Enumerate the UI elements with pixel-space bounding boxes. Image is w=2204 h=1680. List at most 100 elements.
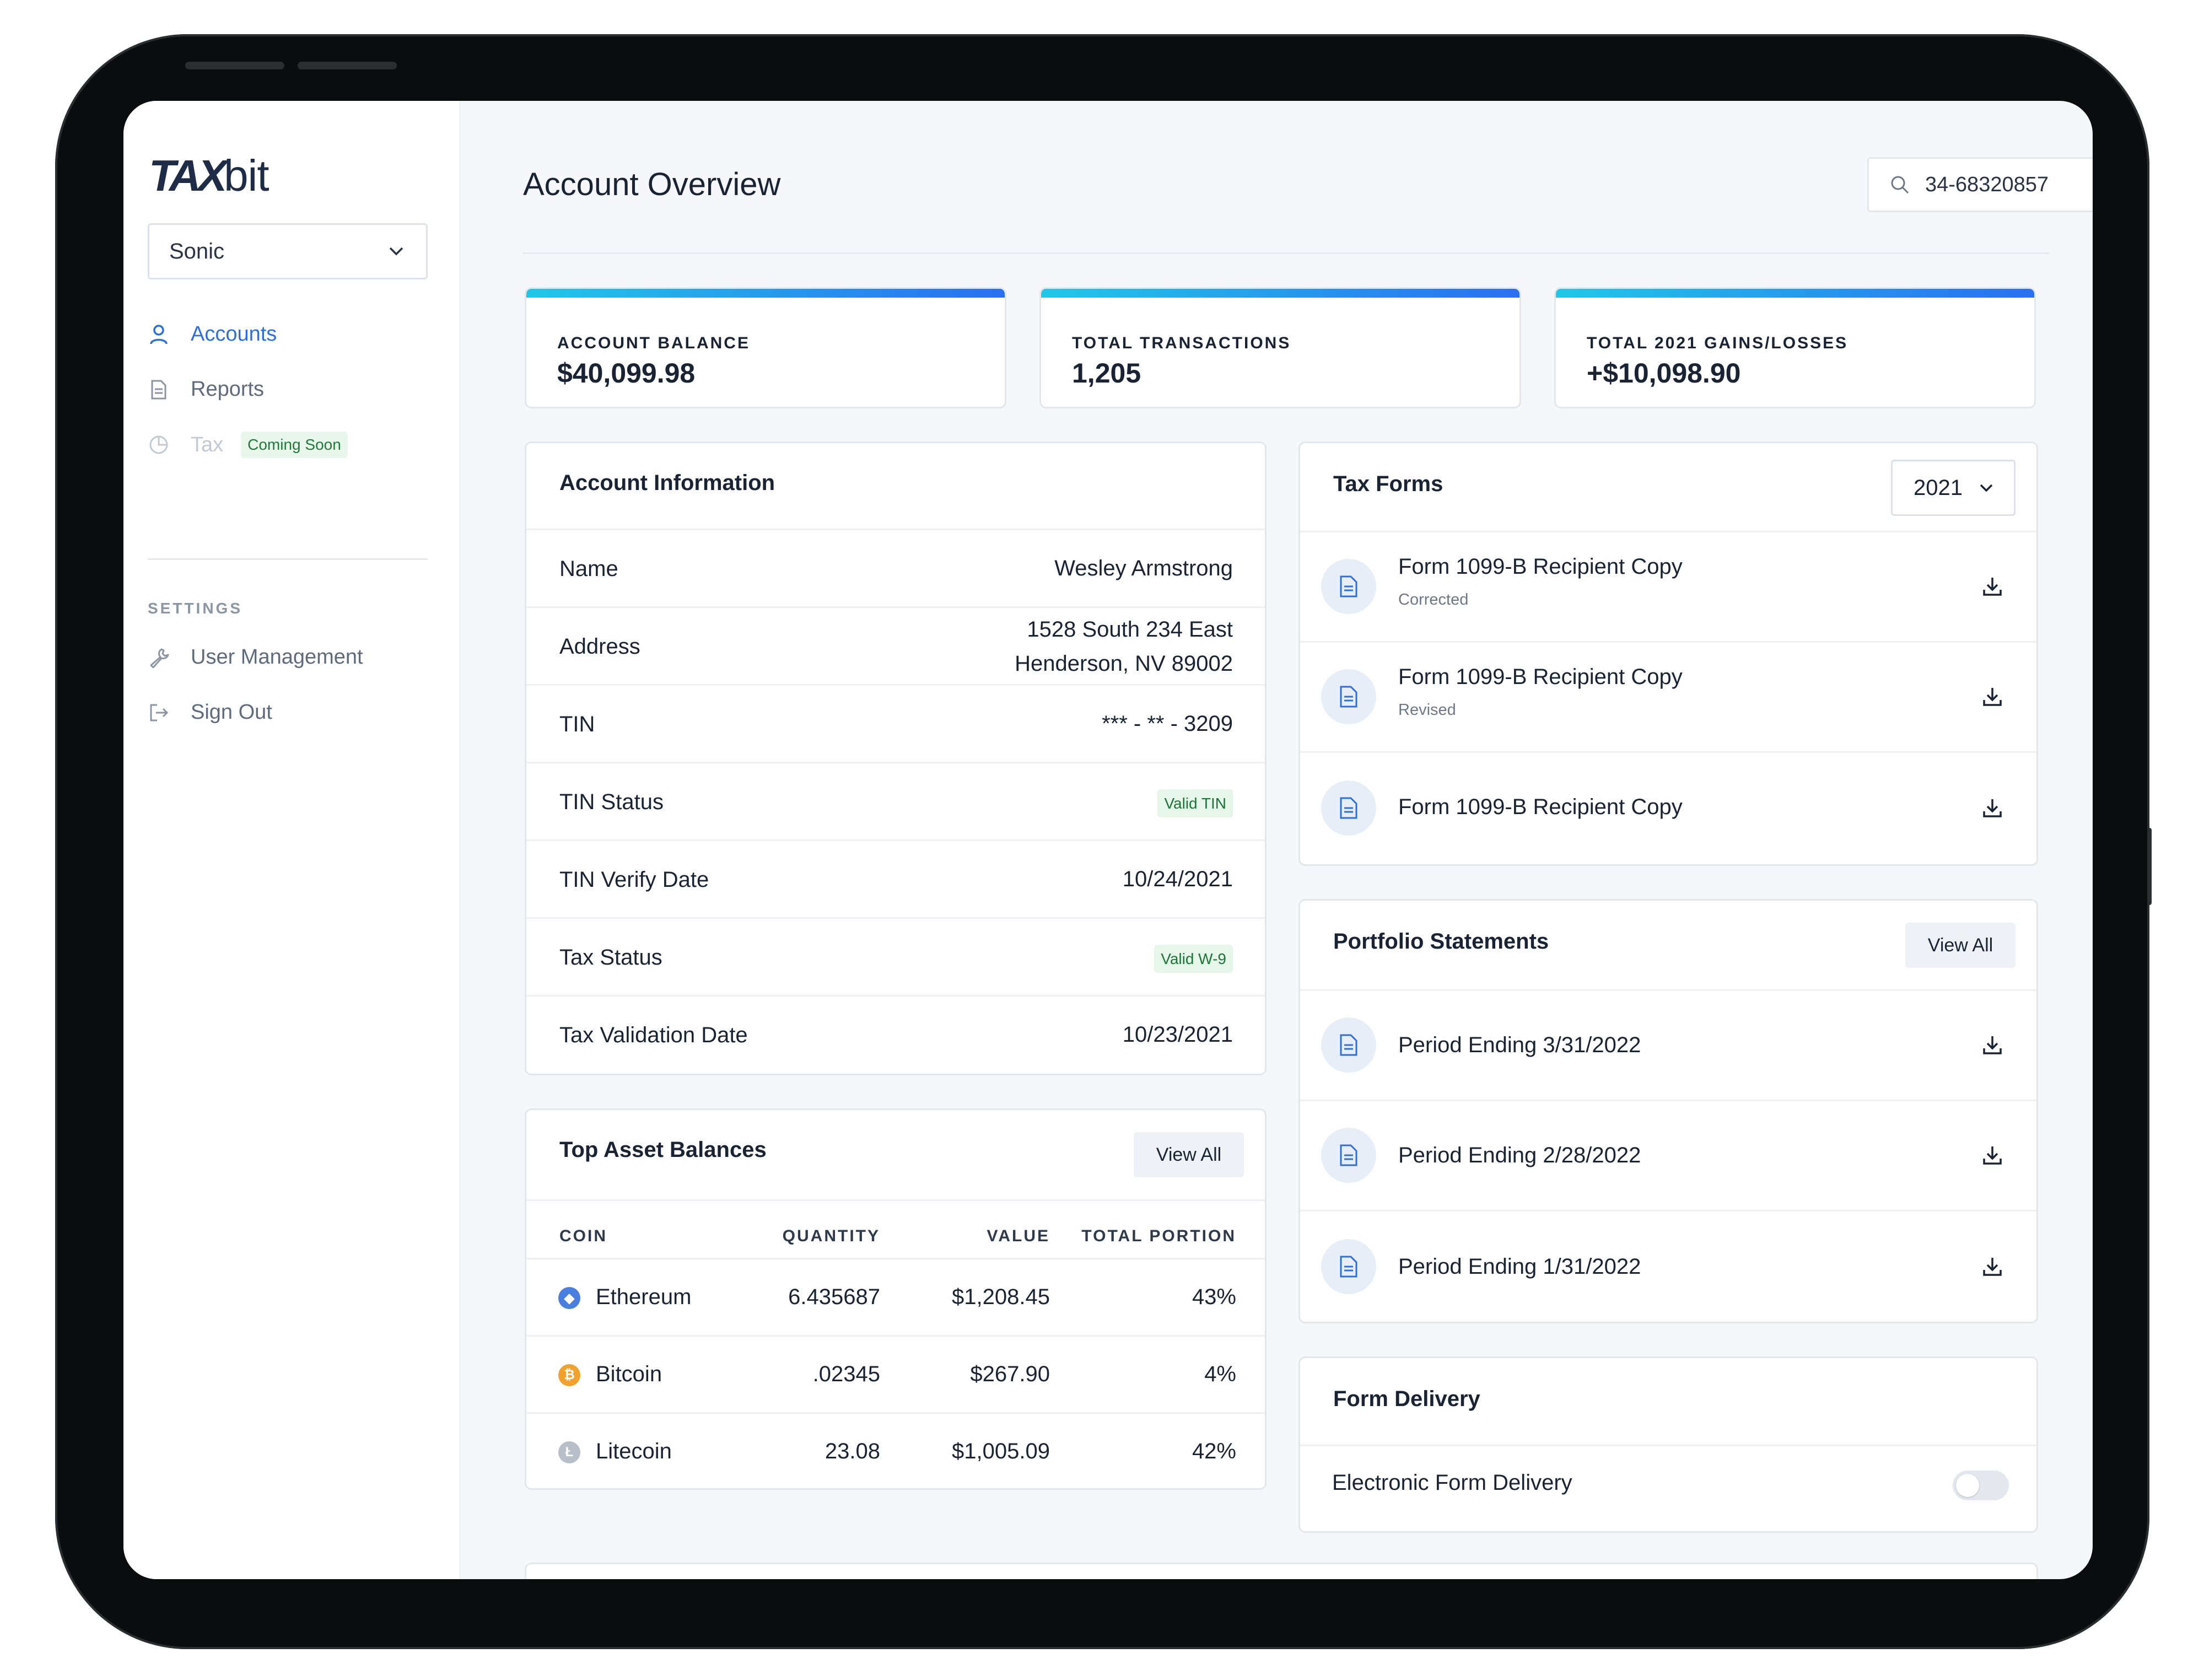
coin-value: $1,208.45 xyxy=(952,1285,1050,1309)
chevron-down-icon xyxy=(1980,484,1993,492)
main-content: Account Overview 34-68320857 ACCOUNT BAL… xyxy=(461,101,2093,1579)
info-key: Address xyxy=(559,634,640,659)
taxbit-logo[interactable]: TAXbit xyxy=(149,150,270,201)
stat-card-total-transactions: TOTAL TRANSACTIONS 1,205 xyxy=(1039,287,1521,408)
download-icon[interactable] xyxy=(1980,1143,2004,1167)
info-value: 10/23/2021 xyxy=(1122,1022,1233,1047)
coin-quantity: 23.08 xyxy=(825,1439,880,1463)
organization-select[interactable]: Sonic xyxy=(148,223,428,279)
tax-form-title: Form 1099-B Recipient Copy xyxy=(1398,795,1683,819)
coin-value: $267.90 xyxy=(970,1362,1050,1386)
info-row-tin-verify-date: TIN Verify Date 10/24/2021 xyxy=(526,841,1265,919)
coin-name: Ethereum xyxy=(596,1285,692,1309)
coin-portion: 4% xyxy=(1204,1362,1236,1386)
column-header-quantity: QUANTITY xyxy=(782,1227,880,1245)
coming-soon-badge: Coming Soon xyxy=(241,432,348,458)
bitcoin-icon: ₿ xyxy=(558,1364,580,1386)
sidebar-item-sign-out[interactable]: Sign Out xyxy=(148,701,272,724)
statement-title: Period Ending 1/31/2022 xyxy=(1398,1254,1641,1279)
info-key: TIN xyxy=(559,712,595,736)
coin-quantity: 6.435687 xyxy=(788,1285,880,1309)
sign-out-icon xyxy=(148,702,170,724)
address-line-2: Henderson, NV 89002 xyxy=(1015,651,1233,676)
sidebar-item-label: Accounts xyxy=(191,322,277,346)
coin-value: $1,005.09 xyxy=(952,1439,1050,1463)
card-title: Portfolio Statements xyxy=(1333,929,1549,954)
card-header: Form Delivery xyxy=(1300,1358,2036,1446)
download-icon[interactable] xyxy=(1980,685,2004,709)
download-icon[interactable] xyxy=(1980,1254,2004,1279)
portfolio-statements-card: Portfolio Statements View All Period End… xyxy=(1298,899,2038,1323)
info-key: Tax Status xyxy=(559,945,662,970)
card-header: Tax Forms 2021 xyxy=(1300,443,2036,532)
info-row-name: Name Wesley Armstrong xyxy=(526,530,1265,608)
view-all-statements-button[interactable]: View All xyxy=(1905,923,2016,968)
sidebar-item-reports[interactable]: Reports xyxy=(148,378,264,401)
tax-form-title: Form 1099-B Recipient Copy xyxy=(1398,554,1683,579)
view-all-assets-button[interactable]: View All xyxy=(1134,1132,1244,1177)
stat-card-account-balance: ACCOUNT BALANCE $40,099.98 xyxy=(525,287,1006,408)
column-header-coin: COIN xyxy=(559,1227,607,1245)
info-value: Valid TIN xyxy=(1157,784,1233,821)
user-icon xyxy=(148,324,170,346)
download-icon[interactable] xyxy=(1980,796,2004,820)
sidebar-item-accounts[interactable]: Accounts xyxy=(148,322,277,346)
tax-year-select[interactable]: 2021 xyxy=(1891,460,2016,516)
card-title: Form Delivery xyxy=(1333,1387,1480,1411)
stat-card-gains-losses: TOTAL 2021 GAINS/LOSSES +$10,098.90 xyxy=(1554,287,2036,408)
electronic-delivery-label: Electronic Form Delivery xyxy=(1332,1471,1572,1495)
tax-form-item[interactable]: Form 1099-B Recipient Copy Corrected xyxy=(1300,532,2036,643)
info-key: TIN Verify Date xyxy=(559,868,709,892)
info-row-tin-status: TIN Status Valid TIN xyxy=(526,763,1265,841)
info-row-tin: TIN *** - ** - 3209 xyxy=(526,686,1265,763)
sidebar-divider xyxy=(148,558,428,560)
table-row[interactable]: Ł Litecoin 23.08 $1,005.09 42% xyxy=(526,1414,1265,1488)
side-button xyxy=(2147,828,2152,905)
app-screen: TAXbit Sonic Accounts Reports Tax xyxy=(123,101,2093,1579)
file-icon xyxy=(1321,780,1376,836)
info-row-address: Address 1528 South 234 East Henderson, N… xyxy=(526,608,1265,686)
tax-forms-card: Tax Forms 2021 Form 1099-B Recipient Cop… xyxy=(1298,441,2038,866)
file-icon xyxy=(1321,1128,1376,1183)
logo-text-light: bit xyxy=(224,151,269,200)
statement-item[interactable]: Period Ending 2/28/2022 xyxy=(1300,1101,2036,1211)
download-icon[interactable] xyxy=(1980,574,2004,599)
header-divider xyxy=(523,252,2050,254)
coin-name: Bitcoin xyxy=(596,1362,662,1386)
tax-form-status: Revised xyxy=(1398,701,1456,719)
tax-form-item[interactable]: Form 1099-B Recipient Copy Revised xyxy=(1300,643,2036,753)
stat-value: $40,099.98 xyxy=(557,358,696,389)
coin-portion: 42% xyxy=(1192,1439,1236,1463)
file-icon xyxy=(1321,559,1376,614)
gradient-bar xyxy=(1556,289,2034,298)
search-icon xyxy=(1889,174,1911,196)
info-row-tax-validation-date: Tax Validation Date 10/23/2021 xyxy=(526,997,1265,1074)
column-header-value: VALUE xyxy=(987,1227,1050,1245)
download-icon[interactable] xyxy=(1980,1033,2004,1057)
coin-quantity: .02345 xyxy=(812,1362,880,1386)
table-row[interactable]: ◆ Ethereum 6.435687 $1,208.45 43% xyxy=(526,1259,1265,1337)
statement-item[interactable]: Period Ending 3/31/2022 xyxy=(1300,991,2036,1101)
tax-form-status: Corrected xyxy=(1398,591,1469,609)
sidebar-item-label: Reports xyxy=(191,378,265,401)
statement-item[interactable]: Period Ending 1/31/2022 xyxy=(1300,1211,2036,1322)
table-row[interactable]: ₿ Bitcoin .02345 $267.90 4% xyxy=(526,1337,1265,1414)
statement-title: Period Ending 2/28/2022 xyxy=(1398,1143,1641,1167)
card-title: Top Asset Balances xyxy=(559,1138,767,1162)
organization-select-value: Sonic xyxy=(169,239,225,263)
stat-label: TOTAL 2021 GAINS/LOSSES xyxy=(1587,334,1849,352)
status-badge: Valid W-9 xyxy=(1154,945,1233,973)
info-value: Wesley Armstrong xyxy=(1054,556,1233,580)
coin-name: Litecoin xyxy=(596,1439,672,1463)
electronic-delivery-toggle[interactable] xyxy=(1953,1471,2009,1500)
search-input[interactable]: 34-68320857 xyxy=(1867,157,2093,212)
sidebar-item-label: Tax xyxy=(191,433,224,456)
sidebar-item-user-management[interactable]: User Management xyxy=(148,645,363,669)
form-delivery-card: Form Delivery Electronic Form Delivery xyxy=(1298,1356,2038,1533)
info-row-tax-status: Tax Status Valid W-9 xyxy=(526,919,1265,997)
tax-form-item[interactable]: Form 1099-B Recipient Copy xyxy=(1300,753,2036,864)
info-value: Valid W-9 xyxy=(1154,940,1233,976)
account-information-card: Account Information Name Wesley Armstron… xyxy=(525,441,1267,1075)
tax-year-value: 2021 xyxy=(1914,475,1963,500)
pie-chart-icon xyxy=(148,434,170,456)
